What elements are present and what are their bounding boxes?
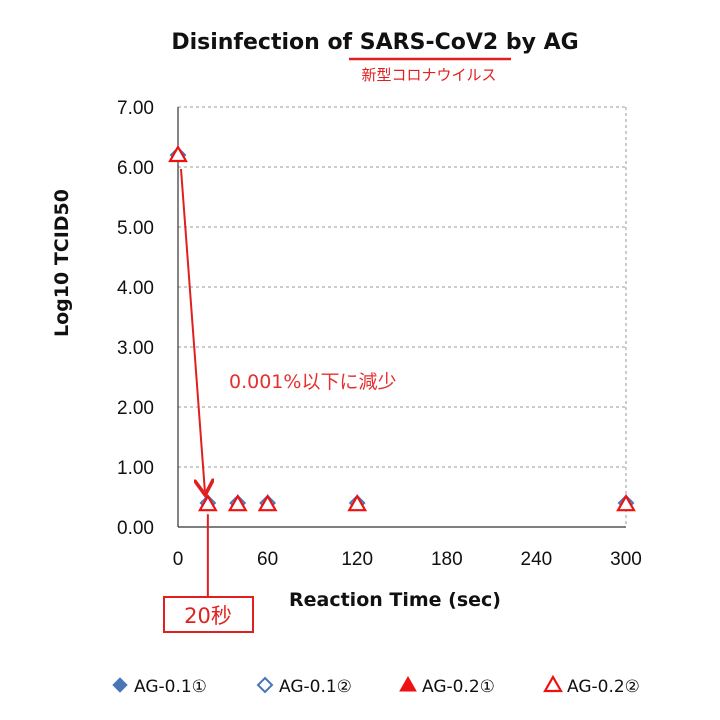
reduction-arrow <box>180 168 205 491</box>
data-marks <box>168 144 636 512</box>
title-part-1: Disinfection of <box>171 30 359 55</box>
data-point-series-4 <box>616 493 636 512</box>
x-tick-label: 60 <box>257 549 278 570</box>
highlight-label: 20秒 <box>184 604 232 628</box>
y-tick-labels: 0.00 1.00 2.00 3.00 4.00 5.00 6.00 7.00 <box>117 98 154 539</box>
title-note: 新型コロナウイルス <box>361 66 496 84</box>
reduction-annotation: 0.001%以下に減少 <box>229 371 396 393</box>
legend-item: AG-0.1② <box>256 676 352 697</box>
legend-label: AG-0.1① <box>134 677 207 697</box>
y-tick-label: 4.00 <box>117 278 154 299</box>
legend-item: AG-0.1① <box>112 677 207 697</box>
data-point-series-4 <box>227 493 248 512</box>
y-axis-label: Log10 TCID50 <box>51 189 73 337</box>
highlight-box <box>163 596 254 633</box>
y-tick-label: 3.00 <box>117 338 154 359</box>
x-tick-label: 240 <box>521 549 553 570</box>
legend: AG-0.1① AG-0.1② AG-0.2① AG-0.2② <box>112 674 640 697</box>
legend-marker <box>112 677 128 693</box>
data-point-series-4 <box>347 493 368 512</box>
data-point-series-4 <box>257 493 278 512</box>
legend-marker <box>543 674 563 693</box>
x-tick-label: 300 <box>610 549 642 570</box>
y-tick-label: 0.00 <box>117 518 154 539</box>
title-part-2: SARS-CoV2 <box>360 30 498 55</box>
legend-label: AG-0.2② <box>567 677 640 697</box>
legend-marker <box>399 675 417 692</box>
y-tick-label: 2.00 <box>117 398 154 419</box>
grid-layer <box>178 106 626 468</box>
legend-item: AG-0.2② <box>543 674 640 697</box>
legend-label: AG-0.1② <box>279 677 352 697</box>
axes-layer <box>177 107 627 528</box>
y-tick-label: 5.00 <box>117 218 154 239</box>
data-point-series-4 <box>197 493 218 512</box>
annotation-layer: 0.001%以下に減少 20秒 <box>163 168 396 633</box>
x-tick-label: 120 <box>341 549 373 570</box>
x-tick-label: 180 <box>431 549 463 570</box>
y-tick-label: 1.00 <box>117 458 154 479</box>
title-part-3: by AG <box>498 30 579 55</box>
x-tick-label: 0 <box>173 549 184 570</box>
data-point-series-4 <box>168 144 188 163</box>
legend-label: AG-0.2① <box>422 677 495 697</box>
chart-title: Disinfection of SARS-CoV2 by AG <box>171 30 578 55</box>
y-tick-label: 6.00 <box>117 158 154 179</box>
legend-marker <box>256 676 274 694</box>
x-axis-label: Reaction Time (sec) <box>289 589 501 611</box>
y-tick-label: 7.00 <box>117 98 154 119</box>
x-tick-labels: 0 60 120 180 240 300 <box>173 549 642 570</box>
legend-item: AG-0.2① <box>399 675 495 697</box>
